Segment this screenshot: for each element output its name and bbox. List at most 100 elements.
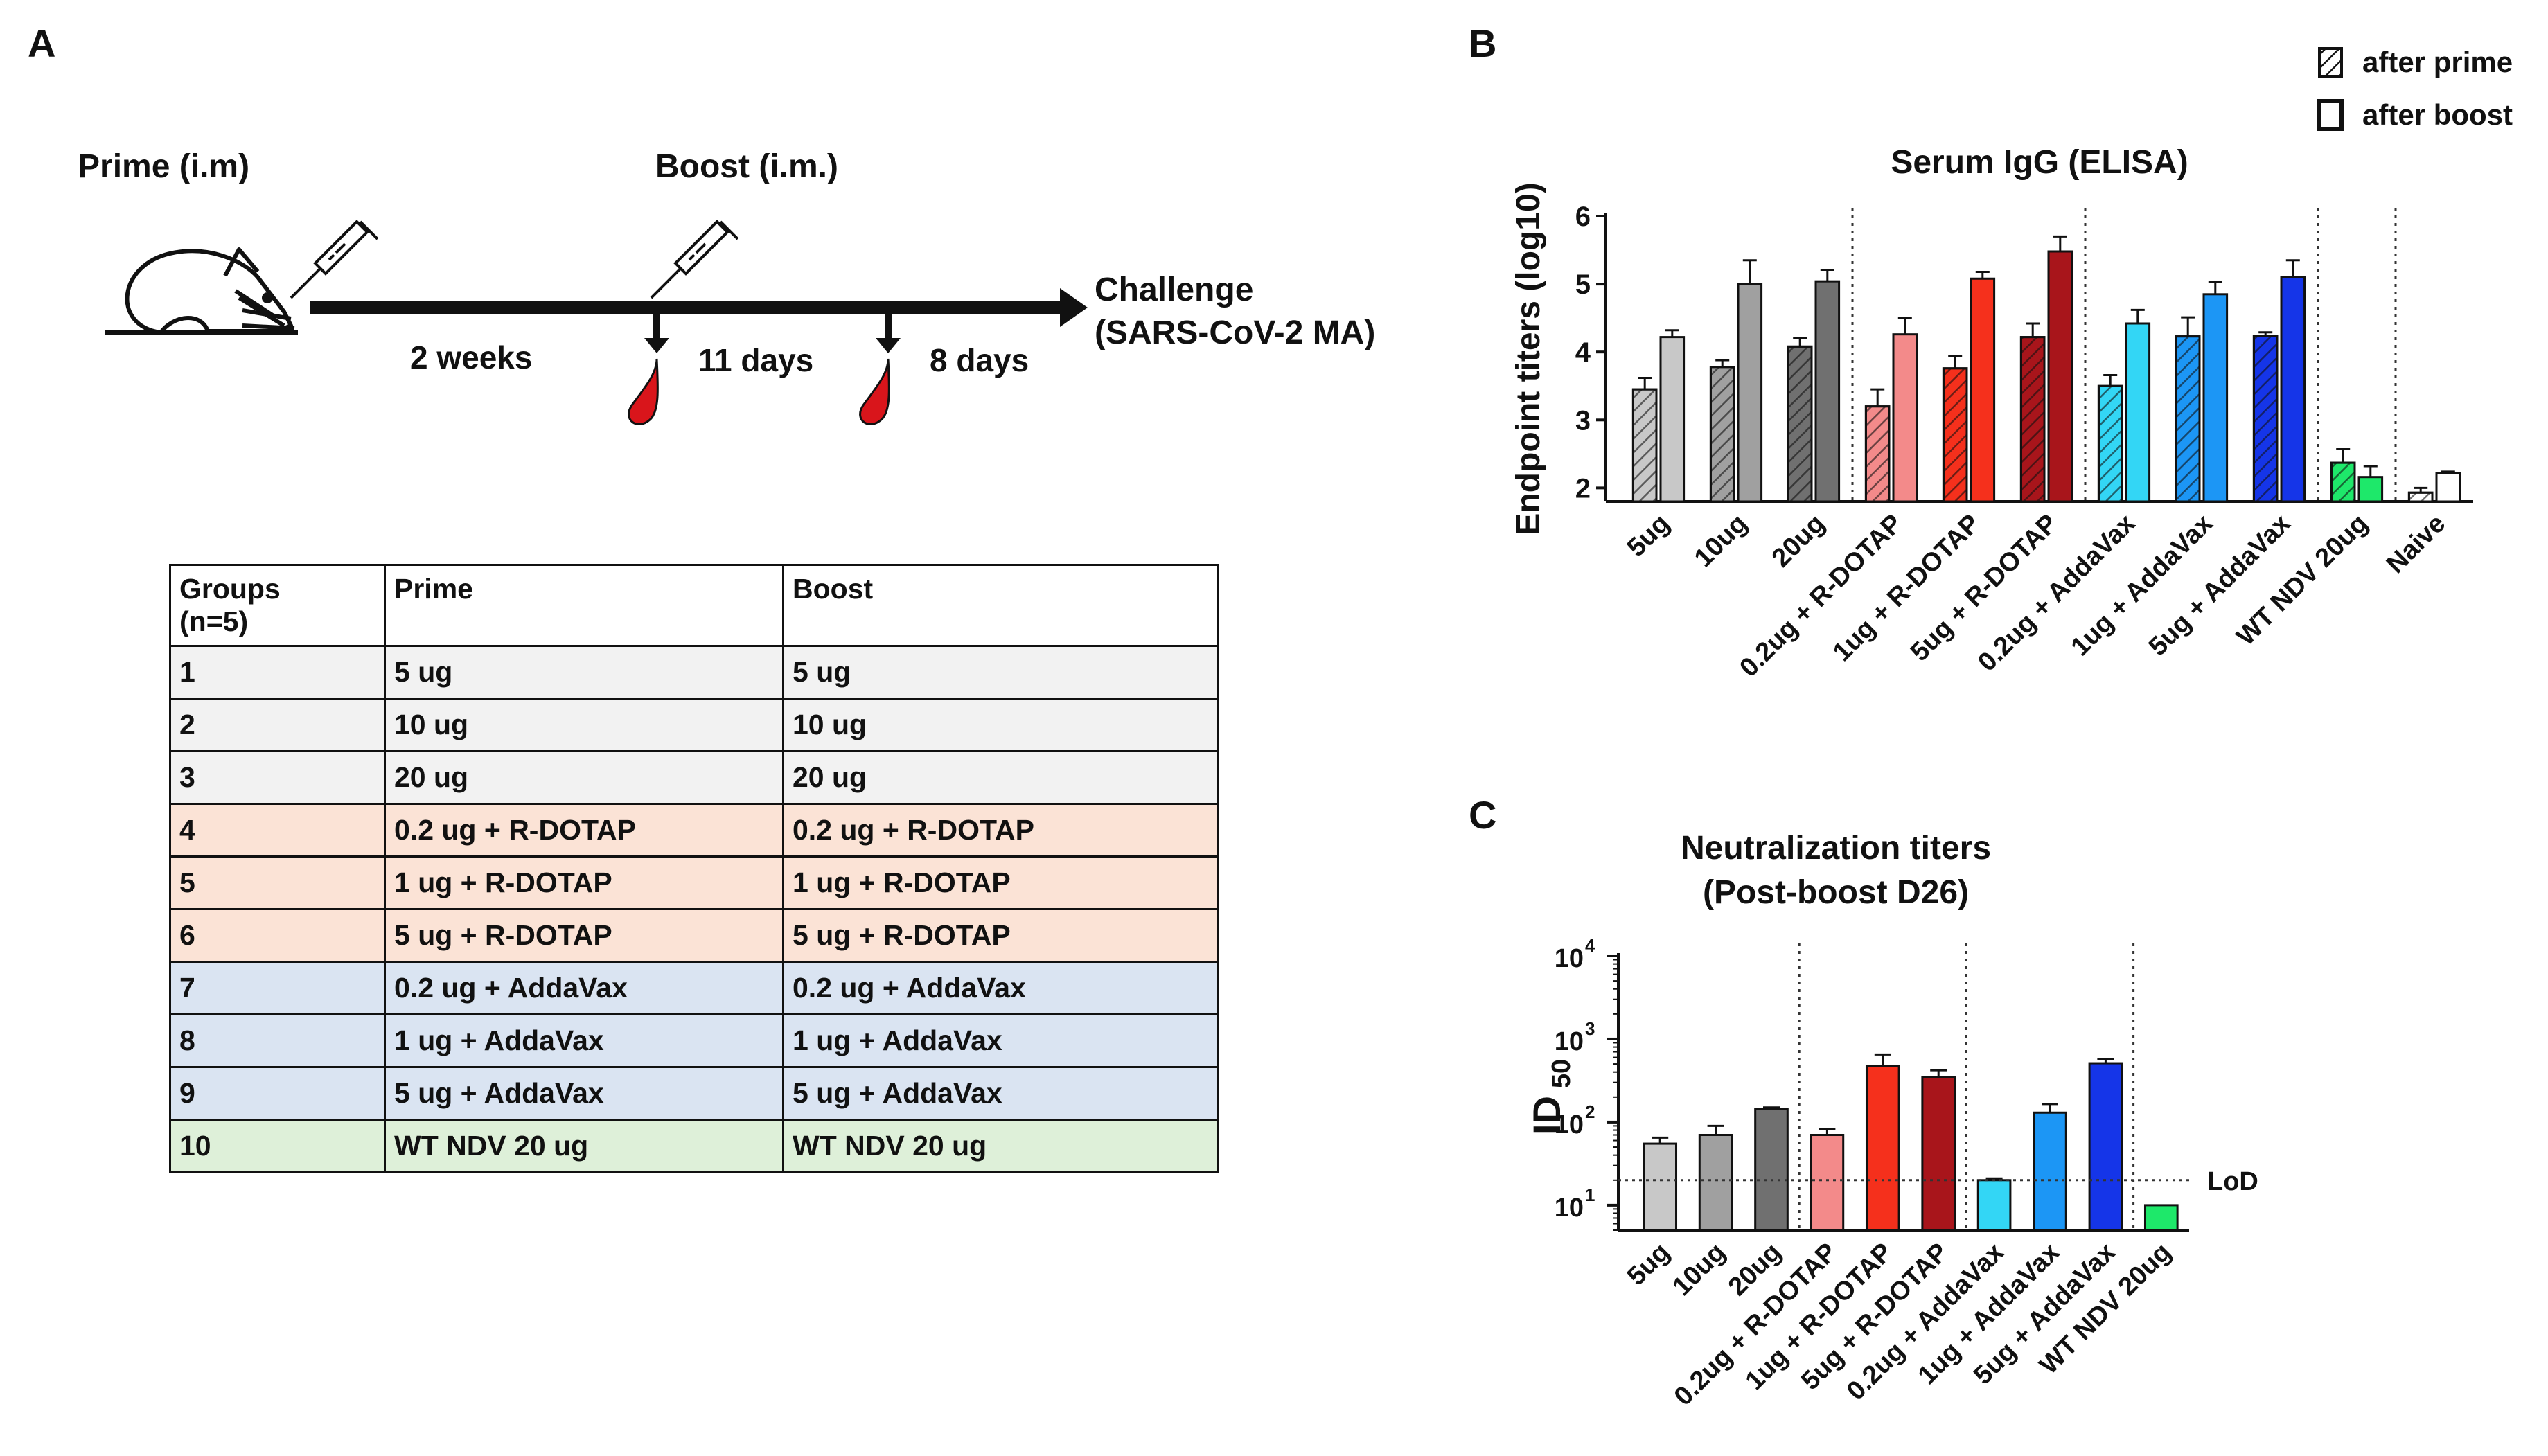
table-cell-group: 6: [169, 908, 386, 963]
table-cell-prime: 5 ug + R-DOTAP: [384, 908, 784, 963]
chart-c-ylabel: ID: [1525, 1096, 1568, 1135]
table-cell-group: 2: [169, 698, 386, 752]
chart-b-category-label: 1ug + R-DOTAP: [1828, 509, 1985, 667]
chart-b-category-label: WT NDV 20ug: [2231, 509, 2374, 652]
chart-c-ytick-label: 10 3: [1555, 1018, 1595, 1056]
syringe-icon-prime: [290, 220, 379, 299]
bar-after-boost: [1892, 333, 1918, 503]
ytick-exponent: 3: [1585, 1018, 1595, 1039]
chart-c-title: Neutralization titers: [1681, 830, 1991, 867]
table-header-row: Groups (n=5) Prime Boost: [169, 564, 1219, 647]
lod-label: LoD: [2207, 1167, 2258, 1196]
chart-b-ytick-label: 3: [1575, 405, 1591, 436]
challenge-strain-label: (SARS-CoV-2 MA): [1095, 314, 1375, 351]
blood-drop-icon-1: [628, 358, 659, 425]
boost-label: Boost (i.m.): [655, 148, 838, 185]
ytick-exponent: 4: [1585, 935, 1595, 956]
table-cell-group: 8: [169, 1013, 386, 1068]
timeline: Prime (i.m) Boost (i.m.): [78, 148, 1375, 425]
bar-after-prime-hatch: [1631, 388, 1658, 503]
chart-b-category-label: 5ug + R-DOTAP: [1905, 509, 2063, 667]
interval-8-days: 8 days: [930, 342, 1029, 378]
table-cell-group: 3: [169, 750, 386, 805]
ytick-base: 10: [1555, 1110, 1584, 1139]
bar-neutralization: [1810, 1134, 1845, 1232]
legend-label-after-boost: after boost: [2362, 98, 2513, 131]
bar-after-prime-hatch: [1709, 366, 1735, 503]
bar-after-boost: [2357, 476, 2384, 503]
header-prime: Prime: [384, 564, 784, 647]
table-row: 3 20 ug 20 ug: [169, 750, 1219, 805]
chart-b-category-label: 5ug + AddaVax: [2143, 509, 2297, 662]
table-cell-boost: 5 ug: [782, 645, 1219, 700]
panel-label-b: B: [1469, 21, 1496, 65]
chart-c-category-label: 10ug: [1667, 1238, 1731, 1302]
bar-after-boost: [1737, 283, 1763, 503]
syringe-icon-boost: [650, 220, 739, 299]
bar-after-prime-hatch: [2252, 335, 2279, 503]
table-row: 2 10 ug 10 ug: [169, 698, 1219, 752]
table-cell-boost: 1 ug + AddaVax: [782, 1013, 1219, 1068]
table-cell-prime: 1 ug + AddaVax: [384, 1013, 784, 1068]
ytick-base: 10: [1555, 944, 1584, 973]
table-cell-prime: 5 ug + AddaVax: [384, 1066, 784, 1121]
bar-neutralization: [2088, 1062, 2123, 1232]
ytick-exponent: 2: [1585, 1101, 1595, 1122]
legend-swatch-after-boost: [2317, 99, 2344, 131]
table-row: 10 WT NDV 20 ug WT NDV 20 ug: [169, 1119, 1219, 1173]
chart-b-ytick-label: 5: [1575, 269, 1591, 300]
panel-label-a: A: [28, 21, 55, 65]
bar-after-boost: [2202, 293, 2229, 503]
bar-after-boost: [2047, 250, 2073, 503]
chart-b-category-label: 20ug: [1767, 509, 1830, 573]
chart-b-category-label: 5ug: [1622, 509, 1675, 562]
header-groups: Groups (n=5): [169, 564, 386, 647]
bar-after-prime-hatch: [1864, 405, 1891, 503]
chart-c-neutralization: Neutralization titers (Post-boost D26) ID 5…: [1525, 830, 2258, 1412]
bar-after-boost: [2280, 276, 2306, 503]
table-cell-prime: 0.2 ug + R-DOTAP: [384, 803, 784, 858]
chart-b-ytick-label: 6: [1575, 202, 1591, 232]
table-cell-prime: WT NDV 20 ug: [384, 1119, 784, 1173]
table-cell-boost: WT NDV 20 ug: [782, 1119, 1219, 1173]
bar-after-boost: [1659, 336, 1686, 503]
table-cell-boost: 10 ug: [782, 698, 1219, 752]
bar-neutralization: [2143, 1204, 2179, 1232]
bar-after-boost: [2125, 322, 2151, 503]
bleed-arrow-2: [876, 313, 901, 353]
bar-neutralization: [1754, 1108, 1789, 1232]
legend-swatch-after-prime-hatch: [2318, 47, 2343, 78]
table-cell-group: 5: [169, 855, 386, 910]
bar-neutralization: [1643, 1142, 1678, 1232]
timeline-arrow-head: [1060, 288, 1088, 327]
table-cell-prime: 1 ug + R-DOTAP: [384, 855, 784, 910]
table-cell-boost: 0.2 ug + R-DOTAP: [782, 803, 1219, 858]
table-row: 4 0.2 ug + R-DOTAP 0.2 ug + R-DOTAP: [169, 803, 1219, 858]
table-cell-boost: 0.2 ug + AddaVax: [782, 961, 1219, 1015]
bar-neutralization: [2033, 1111, 2067, 1232]
chart-c-ytick-label: 10 2: [1555, 1101, 1595, 1139]
chart-c-ytick-label: 10 4: [1555, 935, 1595, 973]
chart-c-ytick-label: 10 1: [1555, 1184, 1595, 1223]
chart-b-category-label: 10ug: [1689, 509, 1753, 573]
chart-c-subtitle: (Post-boost D26): [1703, 874, 1969, 911]
header-boost: Boost: [782, 564, 1219, 647]
prime-label: Prime (i.m): [78, 148, 249, 185]
table-cell-group: 10: [169, 1119, 386, 1173]
table-cell-boost: 1 ug + R-DOTAP: [782, 855, 1219, 910]
table-cell-group: 7: [169, 961, 386, 1015]
table-cell-prime: 0.2 ug + AddaVax: [384, 961, 784, 1015]
bar-after-prime-hatch: [2330, 461, 2356, 503]
table-cell-boost: 20 ug: [782, 750, 1219, 805]
chart-b-ytick-label: 4: [1575, 337, 1591, 368]
table-cell-boost: 5 ug + R-DOTAP: [782, 908, 1219, 963]
challenge-label: Challenge: [1095, 272, 1253, 308]
bar-after-prime-hatch: [1787, 345, 1813, 503]
ytick-base: 10: [1555, 1027, 1584, 1056]
interval-11-days: 11 days: [698, 342, 813, 378]
chart-c-ylabel-sub: 50: [1547, 1059, 1576, 1088]
